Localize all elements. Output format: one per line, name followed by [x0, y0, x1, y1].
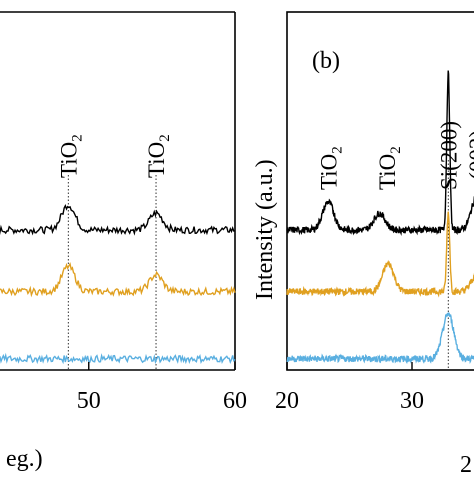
- panel-b: (b) Intensity (a.u.) 2 TiO2 TiO2 Si(200) c(…: [252, 11, 474, 478]
- panel-a-x-tick-label-1: 60: [223, 388, 247, 414]
- panel-b-annotation-1: TiO2: [375, 146, 404, 190]
- panel-b-annotation-sub-1: 2: [388, 146, 404, 154]
- panel-b-annotation-3: c(002): [465, 130, 474, 190]
- panel-b-series-line-1: [286, 211, 474, 298]
- panel-a-series-line-1: [0, 262, 236, 298]
- panel-b-x-axis-label: 2: [460, 452, 472, 474]
- panel-b-frame: [286, 11, 474, 371]
- panel-a-annotation-sub-1: 2: [157, 134, 173, 142]
- panel-b-annotation-0: TiO2: [316, 146, 345, 190]
- panel-a-x-axis-label: eg.): [6, 446, 43, 472]
- panel-b-series-line-2: [286, 311, 474, 365]
- panel-a-series-line-0: [0, 204, 236, 236]
- panel-a-annotation-0: TiO2: [56, 134, 85, 178]
- panel-b-label: (b): [312, 48, 340, 74]
- panel-a-x-tick-label-0: 50: [77, 388, 101, 414]
- panel-b-y-axis-label: Intensity (a.u.): [252, 159, 278, 300]
- panel-a-annotation-sub-0: 2: [69, 134, 85, 142]
- panel-b-x-tick-label-1: 30: [400, 388, 424, 414]
- panel-a: 50°C00°CTTiO2TiO25060: [0, 11, 247, 414]
- panel-a-series-line-2: [0, 352, 236, 365]
- panel-b-series-line-0: [286, 70, 474, 237]
- panel-a-annotation-1: TiO2: [144, 134, 173, 178]
- panel-b-annotation-2: Si(200): [436, 121, 461, 190]
- panel-b-x-tick-label-0: 20: [275, 388, 299, 414]
- panel-b-annotation-sub-0: 2: [329, 146, 345, 154]
